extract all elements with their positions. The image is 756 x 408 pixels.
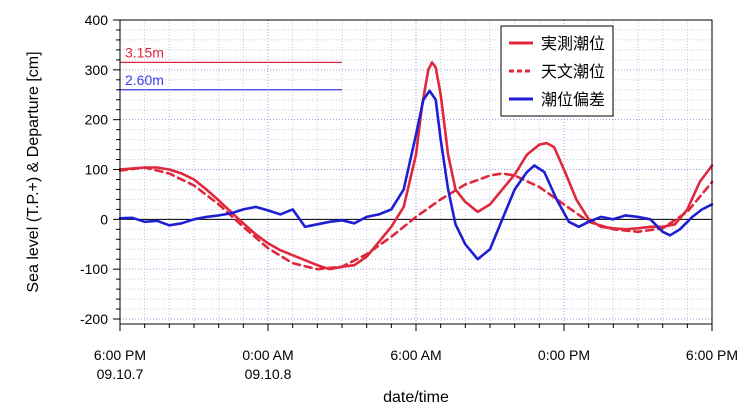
legend-label: 天文潮位 — [541, 63, 605, 81]
y-tick-label: -100 — [80, 261, 108, 277]
y-tick-label: 400 — [85, 12, 109, 28]
x-ticks: 6:00 PM 09.10.7 0:00 AM 09.10.8 6:00 AM 0:00 … — [94, 324, 738, 382]
y-axis-label: Sea level (T.P.+) & Departure [cm] — [25, 51, 42, 292]
y-tick-label: -200 — [80, 311, 108, 327]
y-tick-label: 100 — [85, 162, 109, 178]
x-tick-label-date: 09.10.7 — [97, 366, 144, 382]
y-tick-label: 200 — [85, 112, 109, 128]
reference-label: 3.15m — [125, 44, 164, 60]
y-tick-label: 300 — [85, 62, 109, 78]
x-tick-label: 0:00 AM — [242, 347, 293, 363]
x-axis-label: date/time — [383, 389, 449, 406]
x-tick-label: 0:00 PM — [538, 347, 590, 363]
series-line-1 — [118, 61, 714, 271]
grid-lines — [119, 19, 713, 324]
legend-label: 潮位偏差 — [541, 91, 605, 109]
reference-lines: 3.15m 2.60m — [120, 44, 342, 91]
legend-label: 実測潮位 — [541, 35, 605, 53]
y-tick-label: 0 — [100, 211, 108, 227]
reference-label: 2.60m — [125, 72, 164, 88]
x-tick-label: 6:00 PM — [94, 347, 146, 363]
series-line-2 — [118, 166, 714, 271]
x-tick-label: 6:00 PM — [686, 347, 738, 363]
series-line-3 — [118, 89, 714, 261]
y-ticks: -200 -100 0 100 200 300 400 — [80, 12, 120, 327]
series-lines — [118, 61, 714, 271]
x-tick-label: 6:00 AM — [390, 347, 441, 363]
x-tick-label-date: 09.10.8 — [245, 366, 292, 382]
